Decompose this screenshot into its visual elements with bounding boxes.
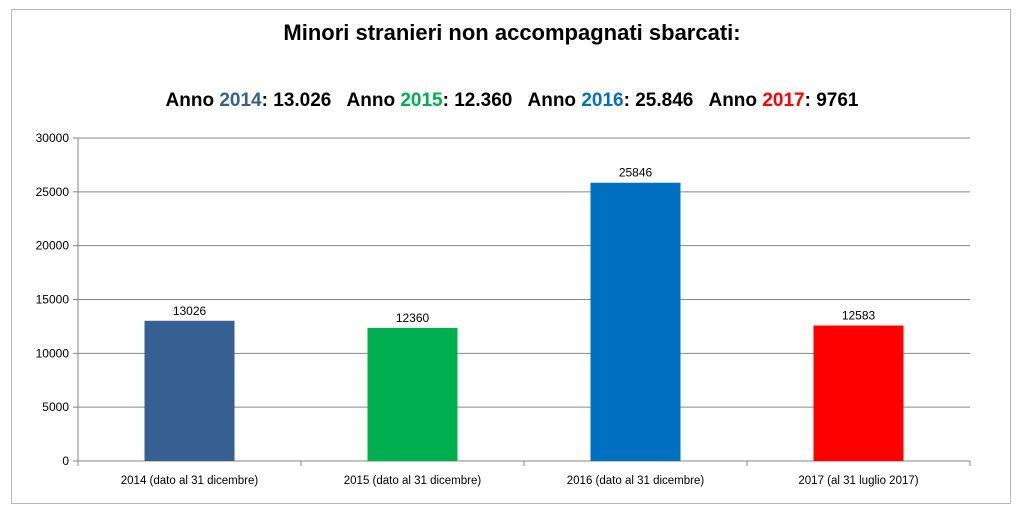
bar: [590, 182, 681, 461]
category-label: 2017 (al 31 luglio 2017): [798, 475, 918, 487]
data-label: 25846: [619, 166, 653, 180]
subtitle-year: 2017: [762, 90, 805, 111]
subtitle-value: : 25.846: [623, 90, 694, 111]
category-label: 2016 (dato al 31 dicembre): [567, 475, 705, 487]
y-tick-label: 5000: [42, 400, 69, 414]
data-label: 12583: [842, 309, 876, 323]
subtitle-year: 2014: [219, 90, 262, 111]
chart-subtitle: Anno 2014: 13.026 Anno 2015: 12.360 Anno…: [0, 90, 1024, 112]
category-label: 2015 (dato al 31 dicembre): [344, 475, 482, 487]
y-tick-label: 20000: [36, 239, 70, 253]
bar: [367, 327, 458, 461]
subtitle-segment-2015: Anno 2015: 12.360: [347, 90, 513, 111]
subtitle-year: 2015: [400, 90, 443, 111]
subtitle-prefix: Anno: [527, 90, 582, 111]
y-tick-label: 10000: [36, 346, 70, 360]
bar: [144, 320, 235, 461]
subtitle-segment-2017: Anno 2017: 9761: [708, 90, 858, 111]
subtitle-prefix: Anno: [708, 90, 763, 111]
bar: [813, 325, 904, 461]
subtitle-segment-2016: Anno 2016: 25.846: [528, 90, 694, 111]
y-tick-label: 30000: [36, 131, 70, 145]
y-tick-label: 0: [62, 454, 69, 468]
data-label: 13026: [173, 304, 207, 318]
subtitle-prefix: Anno: [346, 90, 401, 111]
subtitle-value: : 9761: [804, 90, 859, 111]
data-label: 12360: [396, 311, 430, 325]
chart-title: Minori stranieri non accompagnati sbarca…: [283, 20, 741, 45]
subtitle-segment-2014: Anno 2014: 13.026: [166, 90, 332, 111]
subtitle-value: : 12.360: [442, 90, 513, 111]
y-tick-label: 25000: [36, 185, 70, 199]
category-label: 2014 (dato al 31 dicembre): [121, 475, 259, 487]
subtitle-year: 2016: [581, 90, 624, 111]
y-tick-label: 15000: [36, 293, 70, 307]
subtitle-prefix: Anno: [165, 90, 220, 111]
subtitle-value: : 13.026: [261, 90, 332, 111]
